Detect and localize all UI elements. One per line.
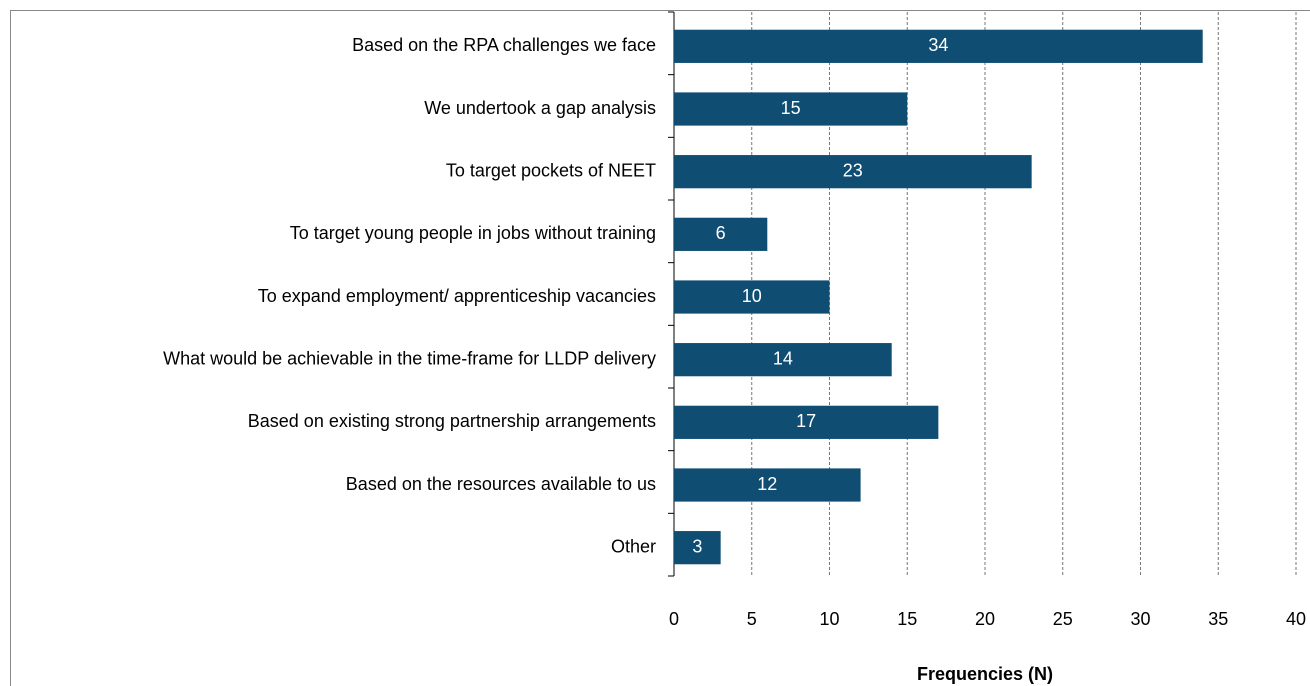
x-tick-label: 35 <box>1208 609 1228 629</box>
bar <box>674 531 721 565</box>
bar <box>674 217 768 251</box>
value-label: 34 <box>928 35 948 55</box>
y-tick-label: To target young people in jobs without t… <box>290 223 656 243</box>
y-tick-label: What would be achievable in the time-fra… <box>163 348 656 368</box>
value-label: 6 <box>716 223 726 243</box>
value-label: 17 <box>796 411 816 431</box>
bar <box>674 343 892 377</box>
x-tick-label: 30 <box>1130 609 1150 629</box>
bar <box>674 280 830 314</box>
y-tick-label: Based on the RPA challenges we face <box>352 35 656 55</box>
x-tick-label: 0 <box>669 609 679 629</box>
bar <box>674 155 1032 189</box>
value-label: 10 <box>742 286 762 306</box>
x-axis-title: Frequencies (N) <box>917 664 1053 684</box>
bar <box>674 92 908 126</box>
x-tick-label: 20 <box>975 609 995 629</box>
y-tick-label: We undertook a gap analysis <box>424 98 656 118</box>
value-label: 15 <box>781 98 801 118</box>
y-tick-label: To target pockets of NEET <box>446 160 656 180</box>
bar <box>674 405 939 439</box>
bar <box>674 468 861 502</box>
value-label: 12 <box>757 474 777 494</box>
x-tick-label: 15 <box>897 609 917 629</box>
y-tick-label: To expand employment/ apprenticeship vac… <box>258 286 656 306</box>
y-tick-label: Based on existing strong partnership arr… <box>248 411 656 431</box>
y-tick-label: Based on the resources available to us <box>346 474 656 494</box>
value-label: 23 <box>843 160 863 180</box>
bar <box>674 29 1203 63</box>
value-label: 3 <box>692 536 702 556</box>
y-tick-label: Other <box>611 536 656 556</box>
value-label: 14 <box>773 348 793 368</box>
x-tick-label: 5 <box>747 609 757 629</box>
x-tick-label: 25 <box>1053 609 1073 629</box>
x-tick-label: 10 <box>819 609 839 629</box>
x-tick-label: 40 <box>1286 609 1306 629</box>
frame <box>10 10 1310 686</box>
